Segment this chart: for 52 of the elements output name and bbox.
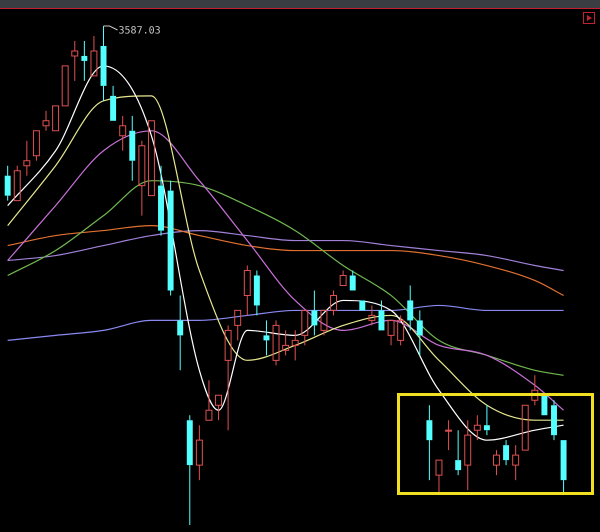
candlestick	[119, 115, 126, 152]
candlestick	[32, 130, 40, 162]
candlestick	[512, 444, 520, 481]
candlestick	[330, 290, 338, 316]
candlestick	[350, 270, 356, 290]
candlestick	[455, 430, 462, 476]
candlestick	[397, 314, 404, 346]
annotation: 3587.03	[118, 26, 161, 37]
candlestick	[90, 35, 98, 76]
candlestick	[138, 140, 146, 216]
candlestick	[23, 140, 30, 176]
candlestick	[254, 270, 260, 316]
candlestick	[292, 330, 299, 361]
candlestick	[368, 304, 376, 326]
candlestick	[81, 40, 88, 82]
candlestick	[244, 265, 251, 316]
candlestick	[100, 26, 106, 102]
candlestick	[340, 270, 347, 286]
candlestick	[474, 414, 481, 441]
candlestick	[196, 424, 203, 481]
candlestick	[168, 180, 174, 296]
candlestick	[186, 414, 193, 526]
candlestick	[416, 310, 423, 356]
candlestick	[426, 404, 432, 481]
candlestick	[388, 320, 395, 346]
candlestick	[311, 290, 318, 336]
candlestick	[71, 40, 78, 82]
candlestick	[272, 320, 280, 366]
candlestick	[503, 440, 510, 466]
candlestick	[205, 380, 212, 421]
candlestick	[42, 110, 50, 132]
candlestick	[531, 374, 538, 406]
candlestick	[263, 320, 270, 356]
candlestick	[129, 115, 136, 182]
candlestick	[320, 310, 328, 336]
candlestick	[110, 85, 116, 121]
candlestick	[484, 404, 490, 436]
candlestick	[407, 284, 414, 331]
candlestick	[378, 300, 384, 330]
candlestick	[301, 310, 308, 346]
candlestick	[464, 420, 472, 491]
candlestick	[4, 165, 11, 202]
candlestick	[177, 294, 184, 371]
candlestick	[215, 394, 222, 421]
candlestick	[445, 420, 452, 451]
candlestick	[14, 165, 21, 202]
candlestick	[234, 310, 242, 341]
candlestick	[158, 165, 164, 236]
candlestick	[224, 324, 232, 431]
candlestick	[282, 330, 290, 356]
candlestick	[551, 400, 557, 441]
candlestick	[493, 450, 500, 476]
